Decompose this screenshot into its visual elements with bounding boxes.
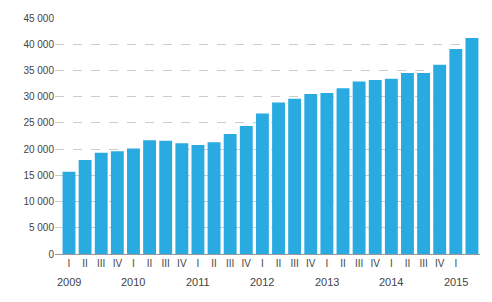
svg-text:IV: IV — [306, 258, 316, 269]
svg-text:III: III — [226, 258, 234, 269]
svg-text:40 000: 40 000 — [23, 39, 54, 50]
svg-text:2010: 2010 — [121, 276, 145, 288]
svg-text:III: III — [97, 258, 105, 269]
svg-text:I: I — [68, 258, 71, 269]
svg-text:IV: IV — [177, 258, 187, 269]
svg-text:2011: 2011 — [186, 276, 210, 288]
svg-text:2009: 2009 — [57, 276, 81, 288]
svg-text:I: I — [454, 258, 457, 269]
svg-text:25 000: 25 000 — [23, 117, 54, 128]
svg-text:II: II — [276, 258, 282, 269]
svg-text:III: III — [419, 258, 427, 269]
svg-text:IV: IV — [242, 258, 252, 269]
svg-text:IV: IV — [435, 258, 445, 269]
svg-text:III: III — [162, 258, 170, 269]
svg-text:II: II — [340, 258, 346, 269]
svg-text:III: III — [290, 258, 298, 269]
svg-text:I: I — [390, 258, 393, 269]
svg-text:I: I — [197, 258, 200, 269]
svg-text:5 000: 5 000 — [29, 222, 54, 233]
svg-text:2013: 2013 — [315, 276, 339, 288]
svg-text:IV: IV — [371, 258, 381, 269]
svg-text:2012: 2012 — [250, 276, 274, 288]
svg-text:10 000: 10 000 — [23, 196, 54, 207]
svg-text:II: II — [211, 258, 217, 269]
svg-text:2014: 2014 — [379, 276, 403, 288]
svg-text:30 000: 30 000 — [23, 91, 54, 102]
svg-text:IV: IV — [113, 258, 123, 269]
svg-text:I: I — [325, 258, 328, 269]
svg-text:0: 0 — [48, 249, 54, 260]
svg-text:35 000: 35 000 — [23, 65, 54, 76]
svg-text:I: I — [132, 258, 135, 269]
svg-text:20 000: 20 000 — [23, 144, 54, 155]
svg-text:II: II — [405, 258, 411, 269]
svg-text:II: II — [147, 258, 153, 269]
svg-text:2015: 2015 — [444, 276, 468, 288]
svg-text:15 000: 15 000 — [23, 170, 54, 181]
svg-text:II: II — [82, 258, 88, 269]
svg-text:III: III — [355, 258, 363, 269]
svg-text:45 000: 45 000 — [23, 13, 54, 24]
svg-text:I: I — [261, 258, 264, 269]
